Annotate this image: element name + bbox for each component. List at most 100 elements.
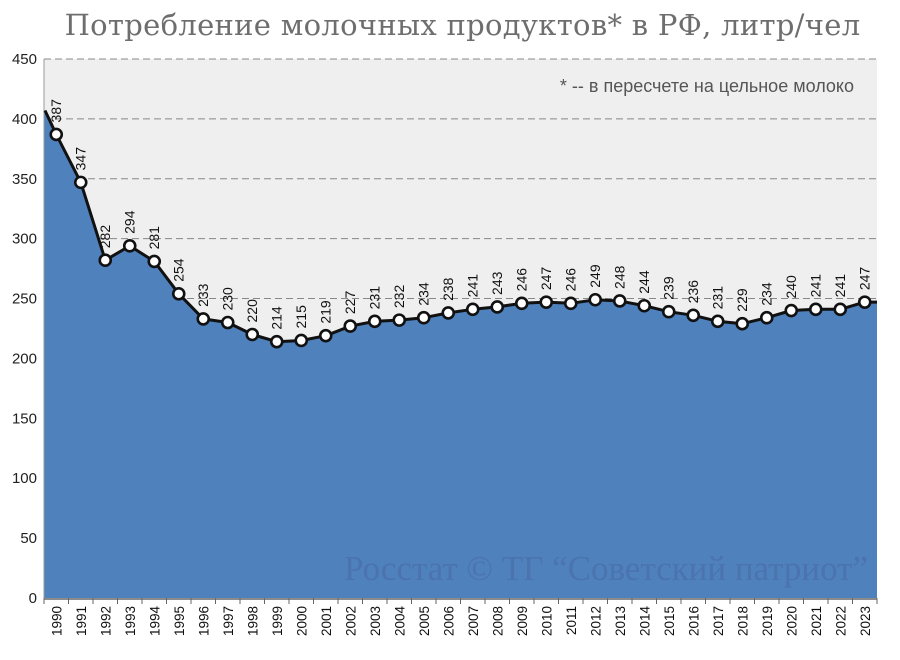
data-point [294, 333, 309, 348]
x-tick-label: 1995 [172, 606, 187, 636]
data-label: 236 [685, 280, 701, 304]
data-point [514, 296, 529, 311]
watermark: Росстат © ТГ “Советский патриот” [344, 549, 868, 588]
data-point [245, 327, 260, 342]
data-point [147, 254, 162, 269]
data-point [392, 313, 407, 327]
data-labels: 387 347 282 294 281 254 233 230 220 214 215 219 227 2… [48, 99, 873, 330]
data-label: 247 [538, 267, 554, 291]
data-label: 227 [342, 291, 358, 315]
data-label: 347 [73, 147, 89, 171]
data-label: 238 [440, 277, 456, 301]
data-label: 247 [857, 267, 873, 291]
x-tick-label: 2022 [833, 606, 848, 636]
x-tick-label: 2009 [515, 606, 530, 636]
x-tick-label: 2019 [760, 606, 775, 636]
x-axis: 1990 1991 1992 1993 1994 1995 1996 1997 1998 1999… [43, 598, 878, 637]
y-tick-label: 100 [12, 470, 37, 487]
data-point [735, 316, 750, 331]
x-tick-label: 2002 [343, 606, 358, 636]
x-tick-label: 1992 [98, 606, 113, 636]
data-label: 244 [636, 270, 652, 294]
data-point [220, 315, 235, 330]
data-point [539, 295, 554, 309]
data-point [710, 314, 725, 329]
x-tick-label: 2020 [784, 606, 799, 636]
data-label: 229 [734, 288, 750, 312]
data-point [343, 319, 358, 333]
x-tick-label: 2001 [319, 606, 334, 636]
data-label: 232 [391, 285, 407, 309]
data-point [637, 298, 652, 313]
y-tick-label: 350 [12, 171, 37, 188]
data-point [98, 253, 113, 268]
data-point [171, 286, 186, 301]
data-point [73, 175, 88, 190]
x-tick-label: 2021 [809, 606, 824, 636]
data-label: 281 [146, 226, 162, 250]
chart-title: Потребление молочных продуктов* в РФ, ли… [64, 8, 861, 42]
data-point [122, 239, 137, 253]
data-point [612, 294, 627, 308]
x-tick-label: 2005 [417, 606, 432, 636]
data-label: 294 [122, 210, 138, 234]
data-point [833, 302, 848, 317]
series-markers [49, 127, 872, 349]
data-label: 231 [367, 286, 383, 310]
x-tick-label: 2015 [662, 606, 677, 636]
x-tick-label: 2014 [637, 606, 652, 637]
data-label: 241 [808, 274, 824, 298]
data-point [808, 302, 823, 317]
data-label: 387 [48, 99, 64, 123]
data-label: 241 [832, 274, 848, 298]
x-tick-label: 1998 [245, 606, 260, 636]
x-tick-label: 2023 [858, 606, 873, 636]
y-tick-label: 300 [12, 231, 37, 248]
x-tick-label: 2003 [368, 606, 383, 636]
data-point [49, 127, 64, 142]
data-point [318, 328, 333, 343]
data-label: 234 [416, 282, 432, 306]
data-point [269, 334, 284, 349]
data-point [441, 306, 456, 320]
data-label: 254 [171, 258, 187, 282]
data-label: 215 [293, 305, 309, 329]
data-label: 220 [244, 299, 260, 323]
data-point [661, 304, 676, 319]
data-label: 241 [465, 274, 481, 298]
y-axis: 0 50 100 150 200 250 300 350 400 450 [12, 51, 45, 607]
data-point [416, 310, 431, 325]
x-tick-label: 2008 [490, 606, 505, 636]
data-point [588, 292, 603, 307]
data-point [196, 312, 211, 326]
x-tick-label: 2013 [613, 606, 628, 636]
data-label: 233 [195, 283, 211, 307]
data-label: 243 [489, 271, 505, 295]
data-label: 214 [269, 306, 285, 330]
x-tick-label: 2011 [564, 606, 579, 635]
area-fill [44, 110, 877, 598]
data-label: 240 [783, 275, 799, 299]
y-tick-label: 450 [12, 51, 37, 68]
data-label: 282 [97, 225, 113, 249]
data-point [857, 295, 872, 309]
data-point [563, 296, 578, 311]
x-tick-label: 1997 [221, 606, 236, 636]
data-label: 248 [612, 265, 628, 289]
x-tick-label: 2012 [588, 606, 603, 636]
x-tick-label: 2000 [294, 606, 309, 636]
x-tick-label: 1994 [147, 606, 162, 637]
data-point [367, 314, 382, 329]
footnote: * -- в пересчете на цельное молоко [560, 76, 854, 96]
x-tick-label: 2010 [539, 606, 554, 636]
x-tick-label: 1996 [196, 606, 211, 636]
x-tick-label: 2004 [392, 606, 407, 637]
x-tick-label: 2017 [711, 606, 726, 636]
data-point [784, 303, 799, 318]
x-tick-label: 2006 [441, 606, 456, 636]
y-tick-label: 50 [20, 530, 37, 547]
data-point [490, 300, 505, 314]
data-label: 219 [318, 300, 334, 324]
x-tick-label: 2016 [686, 606, 701, 636]
data-point [759, 310, 774, 325]
